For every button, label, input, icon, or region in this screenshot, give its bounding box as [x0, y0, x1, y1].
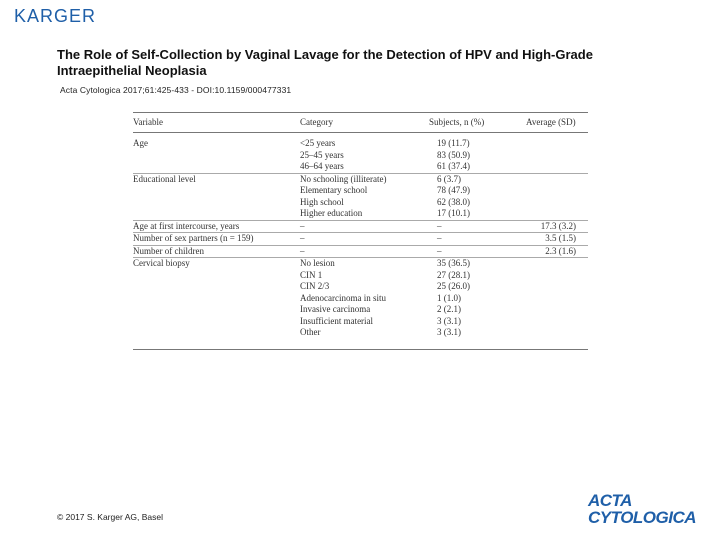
cell-category: No schooling (illiterate): [300, 172, 429, 185]
table-row: Cervical biopsy No lesion 35 (36.5): [133, 257, 588, 270]
table-row: Number of sex partners (n = 159) – –3.5 (1…: [133, 232, 588, 245]
cell-subjects: 35 (36.5): [429, 257, 526, 270]
table-row: Elementary school 78 (47.9): [133, 185, 588, 197]
cell-category: CIN 2/3: [300, 281, 330, 291]
cell-average: [526, 185, 588, 197]
cell-subjects: 78 (47.9): [437, 185, 470, 195]
cell-subjects: 62 (38.0): [437, 196, 470, 207]
cell-subjects: 2 (2.1): [437, 304, 461, 314]
cell-average: [526, 172, 588, 185]
cell-subjects: –: [429, 219, 526, 233]
citation: Acta Cytologica 2017;61:425-433 - DOI:10…: [60, 85, 292, 95]
cell-average: [526, 150, 588, 162]
cell-category: Elementary school: [300, 185, 368, 195]
table-row: Adenocarcinoma in situ 1 (1.0): [133, 293, 588, 305]
cell-variable: Educational level: [133, 172, 300, 185]
table-row: 46–64 years 61 (37.4): [133, 161, 588, 173]
cell-variable: [133, 281, 300, 293]
cell-category: 46–64 years: [300, 161, 344, 171]
cell-subjects: 1 (1.0): [437, 292, 461, 303]
cell-subjects: 61 (37.4): [437, 161, 470, 171]
cell-subjects: 6 (3.7): [429, 172, 526, 185]
cell-variable: [133, 208, 300, 220]
cell-category: –: [300, 219, 429, 233]
header-variable: Variable: [133, 112, 300, 133]
header-average: Average (SD): [526, 112, 588, 133]
copyright-footer: © 2017 S. Karger AG, Basel: [57, 512, 163, 522]
cell-subjects: 3 (3.1): [429, 327, 526, 350]
karger-logo: KARGER: [14, 6, 97, 26]
data-table: Variable Category Subjects, n (%) Averag…: [133, 112, 588, 350]
table-row: CIN 1 27 (28.1): [133, 270, 588, 282]
table-row: High school 62 (38.0): [133, 197, 588, 209]
cell-subjects: 83 (50.9): [437, 149, 470, 160]
cell-average: [526, 133, 588, 150]
cell-average: [526, 304, 588, 316]
table-row: Other 3 (3.1): [133, 327, 588, 350]
cell-subjects: 17 (10.1): [437, 208, 470, 218]
cell-variable: [133, 316, 300, 328]
cell-category: Invasive carcinoma: [300, 304, 371, 314]
cell-category: –: [300, 232, 429, 245]
cell-variable: [133, 304, 300, 316]
cell-subjects: –: [429, 244, 526, 258]
cell-variable: [133, 327, 300, 350]
table-row: Educational level No schooling (illiterat…: [133, 172, 588, 185]
cell-average: [526, 257, 588, 270]
cell-variable: [133, 150, 300, 162]
cell-variable: Cervical biopsy: [133, 257, 300, 270]
cell-average: [526, 197, 588, 209]
header-category: Category: [300, 112, 429, 133]
cell-average: [526, 316, 588, 328]
cell-average: 3.5 (1.5): [526, 232, 588, 245]
cell-variable: Age at first intercourse, years: [133, 219, 300, 233]
cell-average: [526, 161, 588, 173]
cell-subjects: 27 (28.1): [437, 269, 470, 280]
cell-category: No lesion: [300, 257, 429, 270]
cell-average: [526, 270, 588, 282]
table-row: 25–45 years 83 (50.9): [133, 150, 588, 162]
cell-variable: Number of sex partners (n = 159): [133, 232, 300, 245]
cell-variable: [133, 293, 300, 305]
cell-average: 2.3 (1.6): [526, 244, 588, 258]
cell-subjects: 3 (3.1): [437, 315, 461, 326]
cell-subjects: 25 (26.0): [437, 281, 470, 291]
cell-category: CIN 1: [300, 269, 323, 280]
cell-variable: [133, 185, 300, 197]
header-subjects: Subjects, n (%): [429, 112, 526, 133]
cell-category: Insufficient material: [300, 315, 374, 326]
table-row: Number of children – –2.3 (1.6): [133, 244, 588, 258]
cell-category: –: [300, 244, 429, 258]
cell-average: [526, 327, 588, 350]
page-title: The Role of Self-Collection by Vaginal L…: [57, 47, 593, 78]
table-row: Insufficient material 3 (3.1): [133, 316, 588, 328]
cell-variable: [133, 270, 300, 282]
cell-average: [526, 293, 588, 305]
table-header-row: Variable Category Subjects, n (%) Averag…: [133, 112, 588, 133]
journal-logo: ACTA CYTOLOGICA: [588, 492, 710, 526]
journal-logo-line2: CYTOLOGICA: [588, 508, 697, 527]
cell-category: 25–45 years: [300, 149, 344, 160]
cell-average: 17.3 (3.2): [526, 219, 588, 233]
table-row: Invasive carcinoma 2 (2.1): [133, 304, 588, 316]
cell-category: Other: [300, 327, 429, 350]
cell-category: Higher education: [300, 208, 363, 218]
cell-variable: Number of children: [133, 244, 300, 258]
table-row: CIN 2/3 25 (26.0): [133, 281, 588, 293]
cell-average: [526, 208, 588, 220]
cell-average: [526, 281, 588, 293]
cell-subjects: 19 (11.7): [437, 138, 470, 148]
cell-category: <25 years: [300, 138, 336, 148]
cell-variable: [133, 161, 300, 173]
cell-category: Adenocarcinoma in situ: [300, 292, 386, 303]
cell-variable: Age: [133, 138, 148, 148]
table-row: Age <25 years 19 (11.7): [133, 133, 588, 150]
table-row: Age at first intercourse, years – –17.3 (3…: [133, 219, 588, 233]
cell-variable: [133, 197, 300, 209]
cell-category: High school: [300, 196, 344, 207]
cell-subjects: –: [429, 232, 526, 245]
journal-logo-line1: ACTA: [588, 491, 632, 510]
table-row: Higher education 17 (10.1): [133, 208, 588, 220]
